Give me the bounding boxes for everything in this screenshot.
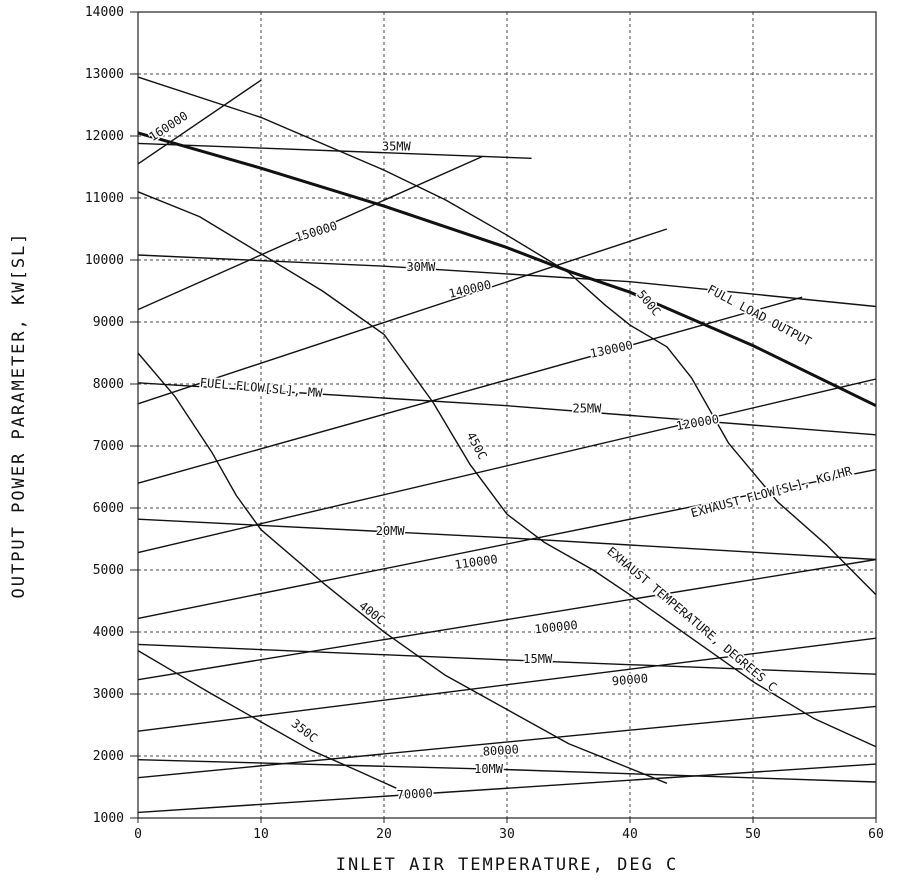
y-tick-label: 7000 [93, 439, 124, 454]
y-tick-label: 8000 [93, 377, 124, 392]
y-tick-label: 3000 [93, 687, 124, 702]
curve-label-500c: 500C [634, 287, 663, 318]
fuel-flow-line-20mw [137, 518, 877, 561]
curve-label-120000: 120000 [675, 412, 720, 433]
y-tick-label: 4000 [93, 625, 124, 640]
grid-lines [130, 11, 877, 823]
fuel-flow-line-15mw [137, 643, 877, 675]
exhaust-flow-line-150000 [137, 155, 483, 311]
exhaust-flow-line-130000 [137, 296, 803, 484]
curve-label-90000: 90000 [611, 671, 648, 688]
exhaust-flow-line-120000 [137, 378, 877, 554]
exhaust-temp-line-350c [137, 649, 397, 789]
curve-label-15mw: 15MW [523, 652, 553, 666]
y-tick-label: 11000 [85, 191, 124, 206]
y-tick-label: 9000 [93, 315, 124, 330]
y-tick-label: 1000 [93, 811, 124, 826]
exhaust-flow-line-160000 [137, 79, 262, 165]
y-tick-label: 12000 [85, 129, 124, 144]
curve-label-160000: 160000 [146, 109, 190, 144]
curve-label-10mw: 10MW [474, 762, 504, 776]
x-axis-title: INLET AIR TEMPERATURE, DEG C [336, 855, 679, 875]
curve-label-35mw: 35MW [382, 140, 412, 154]
exhaust-flow-line-80000 [137, 705, 877, 779]
exhaust-temp-line-400c [137, 352, 668, 784]
curve-label-110000: 110000 [454, 552, 499, 572]
curve-label-20mw: 20MW [376, 524, 406, 538]
curve-label-140000: 140000 [447, 278, 492, 301]
exhaust-flow-line-100000 [137, 558, 877, 681]
y-tick-label: 6000 [93, 501, 124, 516]
y-tick-label: 5000 [93, 563, 124, 578]
x-tick-label: 60 [868, 827, 884, 842]
exhaust-temp-line-450c [137, 191, 877, 748]
y-tick-label: 10000 [85, 253, 124, 268]
y-tick-label: 13000 [85, 67, 124, 82]
fuel-flow-line-30mw [137, 254, 877, 308]
plot-frame [137, 11, 877, 819]
exhaust-flow-line-140000 [137, 228, 668, 405]
x-tick-label: 0 [134, 827, 142, 842]
x-tick-label: 40 [622, 827, 638, 842]
y-tick-label: 2000 [93, 749, 124, 764]
curve-label-exhaust-flow-sl-kg-hr: EXHAUST FLOW[SL], KG/HR [689, 464, 854, 521]
exhaust-flow-line-110000 [137, 468, 877, 620]
exhaust-flow-line-70000 [137, 763, 877, 814]
fuel-flow-line-10mw [137, 759, 877, 783]
series-curves [137, 76, 877, 814]
exhaust-temp-line-500c [137, 76, 877, 596]
curve-label-70000: 70000 [396, 786, 433, 802]
curve-label-450c: 450C [464, 430, 490, 462]
exhaust-flow-line-90000 [137, 637, 877, 732]
fuel-flow-line-35mw [137, 142, 532, 159]
full-load-line-full-load-output [137, 131, 877, 408]
x-tick-label: 30 [499, 827, 515, 842]
curve-label-full-load-output: FULL LOAD OUTPUT [705, 282, 814, 349]
x-tick-label: 10 [253, 827, 269, 842]
y-tick-label: 14000 [85, 5, 124, 20]
curve-label-100000: 100000 [534, 618, 579, 636]
curve-label-25mw: 25MW [572, 401, 602, 415]
x-tick-label: 50 [745, 827, 761, 842]
tick-labels: 0 10 20 30 40 50 60 1000 2000 3000 4000 5000 6000 700… [85, 5, 884, 842]
y-axis-title: OUTPUT POWER PARAMETER, KW[SL] [9, 231, 29, 598]
curve-label-30mw: 30MW [406, 260, 436, 274]
x-tick-label: 20 [376, 827, 392, 842]
curve-label-130000: 130000 [589, 338, 634, 361]
fuel-flow-line-25mw [137, 382, 877, 436]
curve-label-150000: 150000 [293, 219, 339, 245]
curve-label-80000: 80000 [482, 742, 519, 758]
